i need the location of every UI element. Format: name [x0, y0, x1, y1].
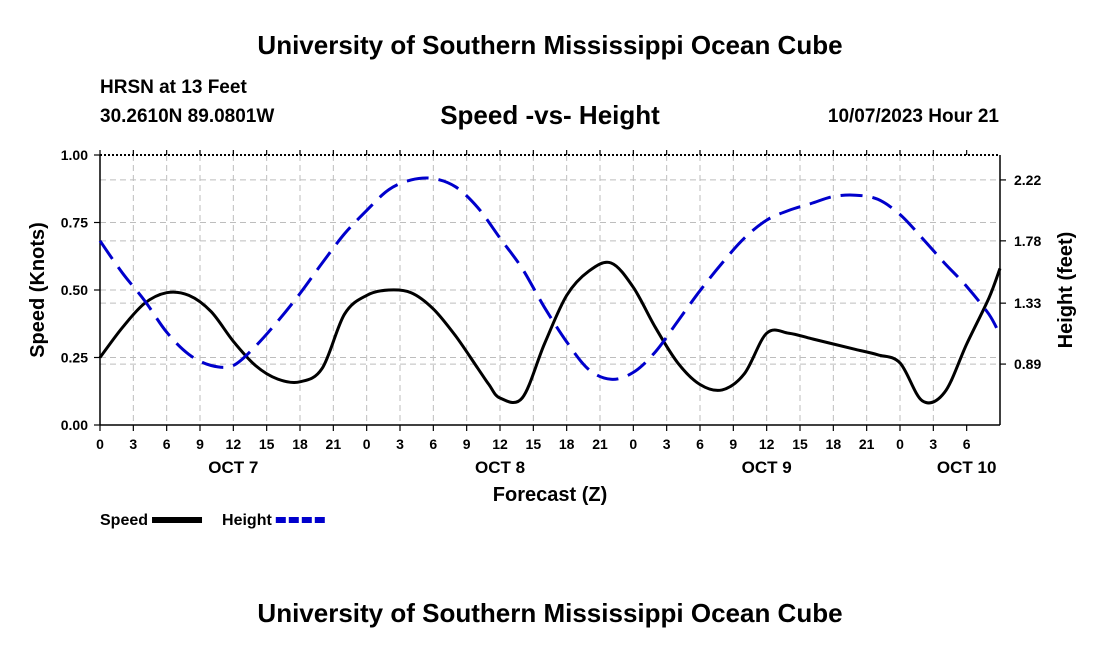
x-tick-label: 9 — [463, 436, 471, 452]
x-tick-label: 0 — [96, 436, 104, 452]
x-tick-label: 9 — [729, 436, 737, 452]
x-axis-title: Forecast (Z) — [493, 484, 607, 506]
date-label: OCT 7 — [208, 458, 258, 477]
x-tick-label: 18 — [559, 436, 575, 452]
date-label: OCT 10 — [937, 458, 997, 477]
y-right-tick-label: 1.33 — [1014, 295, 1041, 311]
x-tick-label: 12 — [226, 436, 242, 452]
x-tick-label: 12 — [492, 436, 508, 452]
x-tick-label: 9 — [196, 436, 204, 452]
x-tick-label: 12 — [759, 436, 775, 452]
x-tick-label: 15 — [259, 436, 275, 452]
y-right-axis-title: Height (feet) — [1055, 232, 1077, 349]
series-lines — [98, 176, 1002, 405]
x-tick-label: 3 — [929, 436, 937, 452]
station-coordinates: 30.2610N 89.0801W — [100, 106, 275, 127]
x-tick-label: 0 — [896, 436, 904, 452]
x-tick-label: 0 — [629, 436, 637, 452]
y-right-tick-label: 1.78 — [1014, 233, 1041, 249]
x-tick-label: 6 — [429, 436, 437, 452]
date-label: OCT 8 — [475, 458, 525, 477]
y-left-tick-label: 0.25 — [61, 350, 88, 366]
date-label: OCT 9 — [742, 458, 792, 477]
x-tick-label: 3 — [396, 436, 404, 452]
chart-subtitle: Speed -vs- Height — [440, 100, 660, 130]
x-tick-label: 6 — [696, 436, 704, 452]
x-tick-label: 21 — [859, 436, 875, 452]
x-tick-label: 6 — [163, 436, 171, 452]
y-left-tick-label: 0.50 — [61, 282, 88, 298]
grid — [100, 155, 1000, 425]
axis-labels: 0 3 6 9 12 15 18 21 0 3 6 9 12 15 18 21 0 3 6 9 12 15 18 21 0 3 6 O… — [27, 147, 1077, 506]
x-tick-label: 0 — [363, 436, 371, 452]
series-line-speed — [98, 260, 1002, 405]
x-tick-label: 15 — [792, 436, 808, 452]
x-tick-label: 21 — [592, 436, 608, 452]
x-tick-label: 6 — [963, 436, 971, 452]
y-right-tick-label: 0.89 — [1014, 356, 1041, 372]
axes — [94, 150, 1006, 431]
x-tick-label: 21 — [326, 436, 342, 452]
y-left-tick-label: 0.00 — [61, 417, 88, 433]
x-tick-label: 15 — [526, 436, 542, 452]
series-line-height — [98, 176, 1002, 381]
legend-label-speed: Speed — [100, 512, 148, 529]
forecast-datetime: 10/07/2023 Hour 21 — [827, 106, 999, 127]
y-right-tick-label: 2.22 — [1014, 172, 1041, 188]
y-left-tick-label: 0.75 — [61, 215, 88, 231]
x-tick-label: 18 — [292, 436, 308, 452]
x-tick-label: 3 — [663, 436, 671, 452]
y-left-axis-title: Speed (Knots) — [27, 222, 49, 358]
x-tick-label: 3 — [129, 436, 137, 452]
y-left-tick-label: 1.00 — [61, 147, 88, 163]
chart-main-title: University of Southern Mississippi Ocean… — [257, 30, 843, 60]
legend-label-height: Height — [222, 512, 272, 529]
x-tick-label: 18 — [826, 436, 842, 452]
station-label: HRSN at 13 Feet — [100, 77, 247, 98]
chart-footer-title: University of Southern Mississippi Ocean… — [257, 598, 843, 628]
legend: Speed Height — [100, 512, 326, 529]
